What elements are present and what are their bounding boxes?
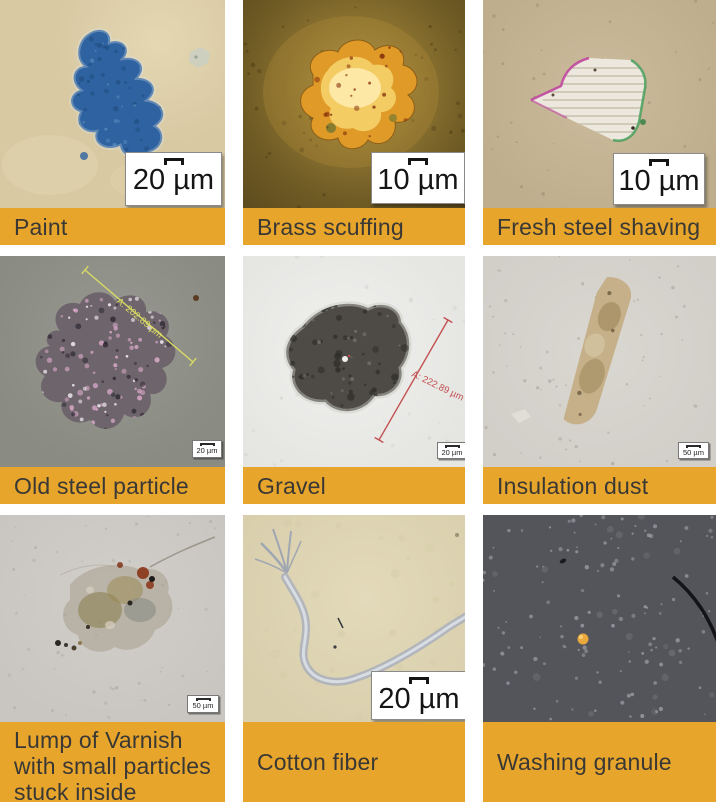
scale-bar-cotton: 20 µm xyxy=(371,671,465,720)
specimen-card-fresh-steel: 10 µm Fresh steel shaving xyxy=(483,0,716,245)
scale-value: 20 µm xyxy=(132,164,215,196)
scale-bracket-icon xyxy=(408,158,428,165)
green-edge xyxy=(612,58,647,142)
magenta-edge xyxy=(530,56,590,102)
specimen-label-varnish: Lump of Varnish with small particles stu… xyxy=(0,722,225,805)
wisp-fiber xyxy=(149,536,216,568)
specimen-label-paint: Paint xyxy=(0,208,225,245)
micrograph-gravel: A: 222.89 µm 20 µm xyxy=(243,256,465,467)
varnish-particle xyxy=(63,562,173,652)
row-2: A: 202.89 µm 20 µm Old steel particle xyxy=(0,256,721,504)
scale-bracket-icon xyxy=(195,698,211,701)
micrograph-paint: 20 µm xyxy=(0,0,225,208)
micrograph-cotton: 20 µm xyxy=(243,515,465,722)
specimen-card-old-steel: A: 202.89 µm 20 µm Old steel particle xyxy=(0,256,225,504)
debris-fleck xyxy=(559,558,567,564)
row-3: 50 µm Lump of Varnish with small particl… xyxy=(0,515,721,805)
scale-bar-gravel: 20 µm xyxy=(437,442,465,459)
micrograph-insulation: 50 µm xyxy=(483,256,716,467)
scale-bracket-icon xyxy=(409,677,429,684)
glint xyxy=(342,356,348,362)
specimen-card-gravel: A: 222.89 µm 20 µm Gravel xyxy=(243,256,465,504)
specimen-card-cotton: 20 µm Cotton fiber xyxy=(243,515,465,802)
specimen-card-brass: 10 µm Brass scuffing xyxy=(243,0,465,245)
debris-fleck xyxy=(511,409,531,423)
specimen-label-cotton: Cotton fiber xyxy=(243,722,465,802)
specimen-label-insulation: Insulation dust xyxy=(483,467,716,504)
scale-bar-paint: 20 µm xyxy=(125,152,222,206)
scale-value: 10 µm xyxy=(618,165,700,197)
scale-bracket-icon xyxy=(444,445,460,448)
specimen-card-washing: Washing granule xyxy=(483,515,716,802)
insulation-dust-image xyxy=(484,256,698,466)
scale-value: 50 µm xyxy=(192,701,214,710)
measurement-label: A: 222.89 µm xyxy=(410,369,465,404)
scale-bar-insulation: 50 µm xyxy=(678,442,709,459)
scale-value: 20 µm xyxy=(378,683,460,715)
specimen-card-varnish: 50 µm Lump of Varnish with small particl… xyxy=(0,515,225,805)
scale-value: 20 µm xyxy=(196,446,218,455)
micrograph-brass: 10 µm xyxy=(243,0,465,208)
scale-bar-varnish: 50 µm xyxy=(187,695,219,713)
varnish-lump-image xyxy=(7,515,223,719)
dark-fiber xyxy=(671,575,716,643)
specimen-label-gravel: Gravel xyxy=(243,467,465,504)
gravel-image: A: 222.89 µm xyxy=(244,256,465,466)
scale-bar-fresh-steel: 10 µm xyxy=(613,153,705,205)
debris-fleck xyxy=(189,47,210,68)
small-particle-cluster xyxy=(55,640,82,651)
scale-value: 20 µm xyxy=(441,448,463,457)
specimen-card-paint: 20 µm Paint xyxy=(0,0,225,245)
specimen-label-old-steel: Old steel particle xyxy=(0,467,225,504)
old-steel-image: A: 202.89 µm xyxy=(35,265,199,429)
paint-particle xyxy=(69,27,166,160)
scale-value: 10 µm xyxy=(377,164,459,196)
scale-value: 50 µm xyxy=(683,448,704,457)
scale-bracket-icon xyxy=(649,159,669,166)
row-1: 20 µm Paint xyxy=(0,0,721,245)
insulation-particle xyxy=(563,277,632,425)
micrograph-washing xyxy=(483,515,716,722)
scale-bar-brass: 10 µm xyxy=(371,152,465,204)
debris-fleck xyxy=(193,295,199,301)
specimen-card-insulation: 50 µm Insulation dust xyxy=(483,256,716,504)
micrograph-fresh-steel: 10 µm xyxy=(483,0,716,208)
washing-granule-particle xyxy=(577,633,589,645)
cotton-fiber-tuft xyxy=(254,528,302,574)
washing-granule-image xyxy=(483,515,716,721)
specimen-label-washing: Washing granule xyxy=(483,722,716,802)
scale-bracket-icon xyxy=(163,158,184,165)
specimen-label-fresh-steel: Fresh steel shaving xyxy=(483,208,716,245)
specimen-label-brass: Brass scuffing xyxy=(243,208,465,245)
micrograph-varnish: 50 µm xyxy=(0,515,225,722)
debris-fleck xyxy=(337,617,344,629)
scale-bar-old-steel: 20 µm xyxy=(192,440,222,458)
cotton-fiber-image xyxy=(246,518,465,720)
scale-bracket-icon xyxy=(686,445,701,448)
micrograph-old-steel: A: 202.89 µm 20 µm xyxy=(0,256,225,467)
old-steel-particle xyxy=(35,292,176,429)
scale-bracket-icon xyxy=(199,443,215,446)
